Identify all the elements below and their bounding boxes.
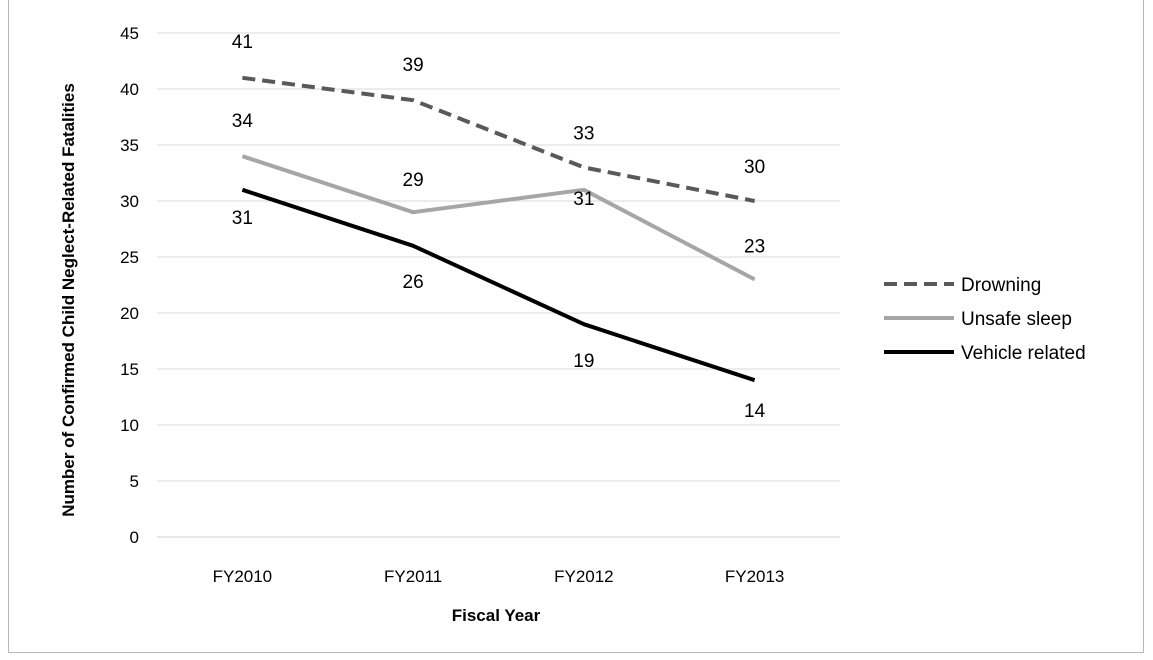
tick-labels: 0 5 10 15 20 25 30 35 40 45 FY2010 FY2011 FY2012 FY20…	[120, 24, 784, 586]
y-tick-label: 10	[120, 416, 139, 435]
data-label: 14	[744, 401, 766, 422]
y-tick-label: 45	[120, 24, 139, 43]
y-tick-label: 35	[120, 136, 139, 155]
data-label: 41	[232, 32, 253, 53]
legend-label: Unsafe sleep	[961, 309, 1072, 330]
x-axis-title: Fiscal Year	[452, 606, 541, 625]
series-line-unsafe-sleep	[241, 154, 756, 282]
x-tick-label: FY2013	[725, 567, 785, 586]
data-label: 31	[573, 189, 594, 210]
data-label: 31	[232, 208, 253, 229]
data-label: 26	[403, 272, 424, 293]
y-tick-label: 40	[120, 80, 139, 99]
y-tick-label: 20	[120, 304, 139, 323]
gridlines	[157, 32, 840, 482]
series-line-drowning	[242, 75, 756, 203]
series-lines	[241, 75, 756, 383]
y-axis-title: Number of Confirmed Child Neglect-Relate…	[59, 83, 78, 517]
chart-frame	[8, 0, 1144, 653]
y-tick-label: 15	[120, 360, 139, 379]
legend-label: Drowning	[961, 275, 1041, 296]
data-label: 33	[573, 123, 594, 144]
y-tick-label: 25	[120, 248, 139, 267]
x-tick-label: FY2011	[384, 567, 442, 586]
data-label: 30	[744, 157, 765, 178]
data-label: 23	[744, 236, 765, 257]
y-tick-label: 5	[130, 472, 139, 491]
x-tick-label: FY2010	[213, 567, 273, 586]
x-tick-label: FY2012	[554, 567, 614, 586]
data-labels: 41 39 33 30 34 29 31 23 31 26 19 14	[232, 32, 766, 422]
series-line-vehicle-related	[241, 187, 756, 383]
y-tick-label: 30	[120, 192, 139, 211]
legend-label: Vehicle related	[961, 343, 1086, 364]
data-label: 19	[573, 351, 594, 372]
data-label: 34	[232, 111, 254, 132]
y-tick-label: 0	[130, 528, 139, 547]
data-label: 39	[403, 55, 424, 76]
data-label: 29	[403, 170, 424, 191]
legend: Drowning Unsafe sleep Vehicle related	[884, 275, 1086, 364]
